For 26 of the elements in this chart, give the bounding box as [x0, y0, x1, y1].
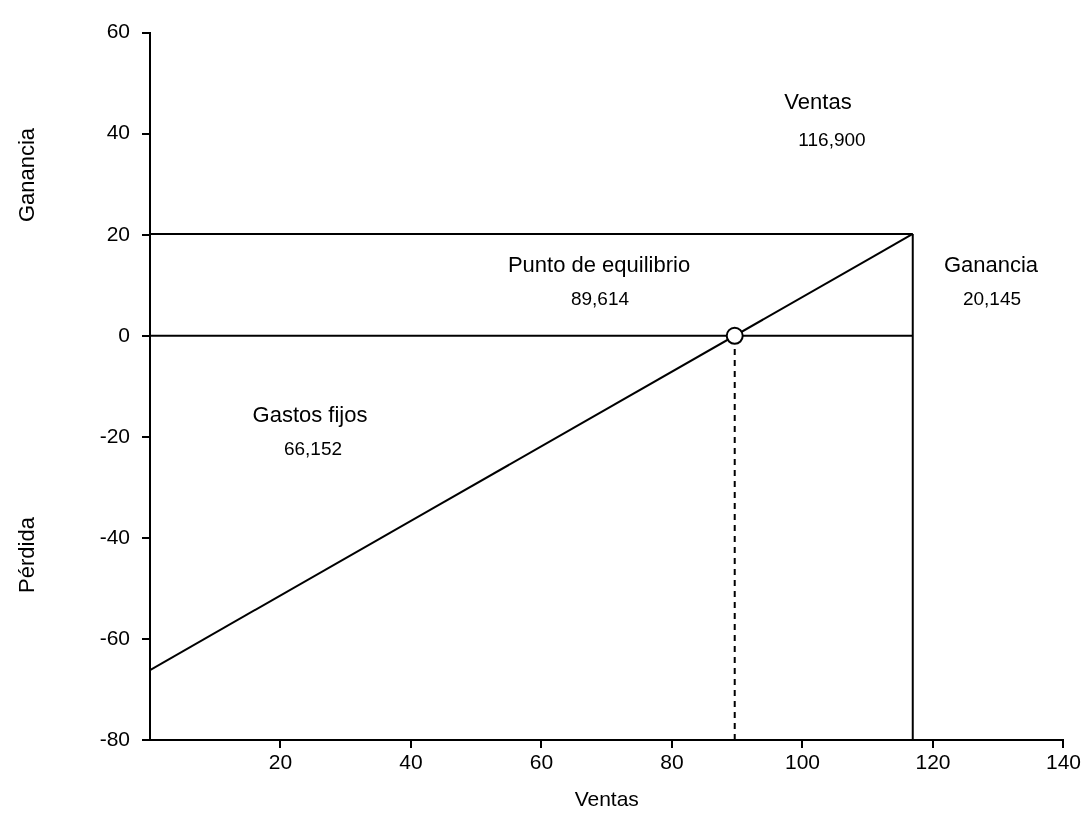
- y-tick-label: -60: [99, 625, 130, 649]
- y-tick-label: 60: [106, 19, 130, 43]
- x-tick-label: 80: [660, 750, 684, 774]
- annotation: Gastos fijos: [252, 402, 368, 428]
- x-tick-label: 20: [268, 750, 293, 774]
- annotation: 20,145: [962, 288, 1022, 310]
- annotation: 66,152: [283, 438, 343, 460]
- y-axis-title: Ganancia: [14, 127, 40, 223]
- y-tick-label: -20: [99, 423, 130, 447]
- x-tick-label: 40: [399, 750, 423, 774]
- text: Pérdida: [14, 516, 40, 593]
- x-axis-title: Ventas: [574, 787, 639, 811]
- y-tick-label: -40: [99, 524, 130, 548]
- annotation: Ventas: [784, 89, 852, 115]
- annotation: Punto de equilibrio: [507, 252, 691, 278]
- y-tick-label: 40: [106, 120, 130, 144]
- x-tick-label: 60: [529, 750, 554, 774]
- y-tick-label: -80: [99, 726, 130, 750]
- y-tick-label: 20: [106, 221, 130, 245]
- x-tick-label: 100: [784, 750, 821, 774]
- annotation: 116,900: [798, 129, 866, 151]
- x-tick-label: 140: [1045, 750, 1081, 774]
- y-tick-label: 0: [118, 322, 130, 346]
- x-tick-label: 120: [915, 750, 951, 774]
- annotation: 89,614: [570, 288, 630, 310]
- annotation: Ganancia: [943, 252, 1039, 278]
